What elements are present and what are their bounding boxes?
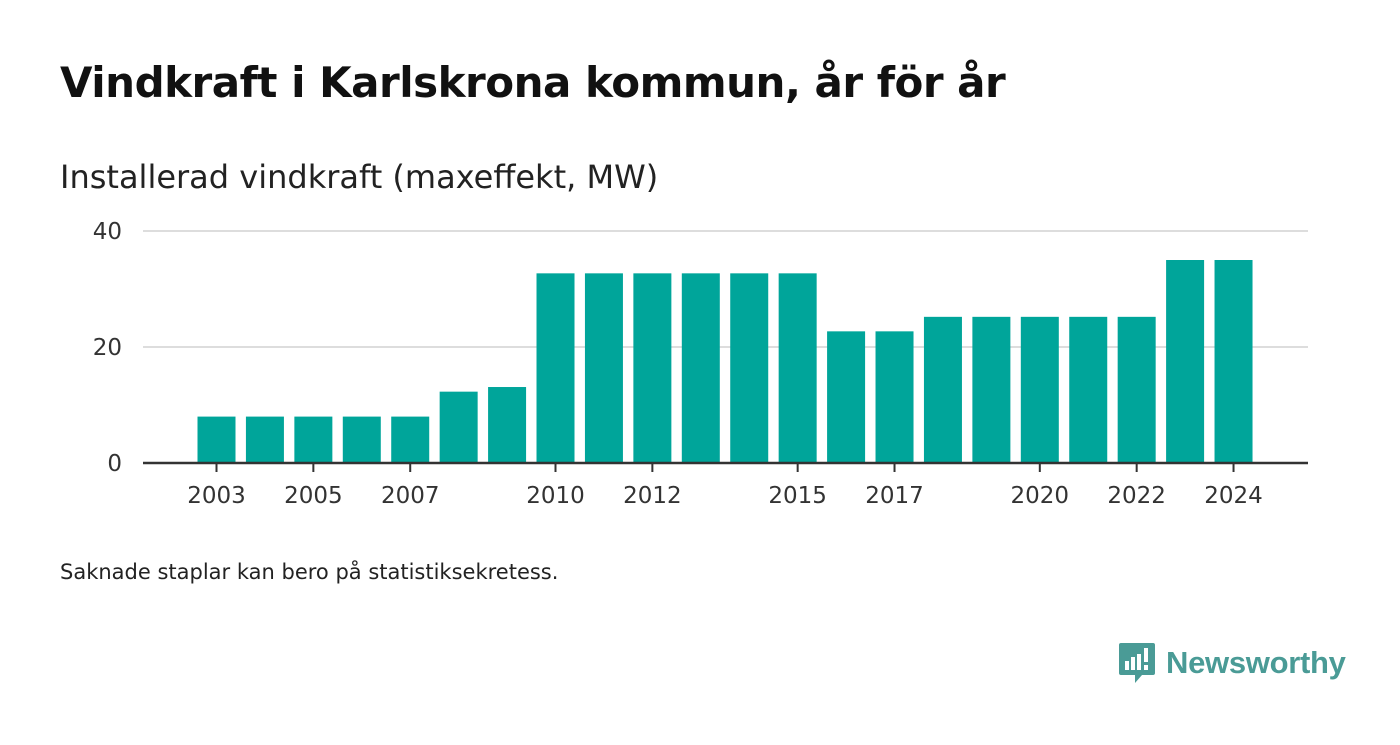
x-tick-label: 2024 [1204, 483, 1263, 509]
bar-2010 [536, 273, 575, 463]
x-tick-label: 2017 [865, 483, 924, 509]
bar-2018 [923, 316, 962, 463]
x-tick-label: 2015 [768, 483, 827, 509]
y-axis-ticks: 0 20 40 [93, 219, 122, 477]
bar-2005 [294, 416, 333, 463]
brand-name: Newsworthy [1166, 645, 1346, 680]
x-tick-label: 2007 [381, 483, 440, 509]
x-tick-label: 2012 [623, 483, 682, 509]
bar-2013 [681, 273, 720, 463]
bar-2021 [1069, 316, 1108, 463]
bars [197, 260, 1253, 463]
bar-2012 [633, 273, 672, 463]
bar-2008 [439, 391, 478, 463]
bar-2023 [1166, 260, 1205, 463]
x-tick-label: 2010 [526, 483, 585, 509]
bar-2004 [245, 416, 284, 463]
bar-2022 [1117, 316, 1156, 463]
bar-2024 [1214, 260, 1253, 463]
y-tick-label: 20 [93, 335, 122, 361]
bar-2009 [488, 387, 527, 463]
bar-2014 [730, 273, 769, 463]
gridlines [143, 230, 1308, 348]
x-tick-label: 2022 [1107, 483, 1166, 509]
bar-2017 [875, 331, 914, 463]
bar-2015 [778, 273, 817, 463]
x-tick-label: 2005 [284, 483, 343, 509]
brand-logo: Newsworthy [1118, 641, 1346, 685]
bar-2020 [1020, 316, 1059, 463]
x-tick-label: 2003 [187, 483, 246, 509]
newsworthy-logo-icon [1119, 643, 1155, 683]
bar-2019 [972, 316, 1011, 463]
bar-2007 [391, 416, 430, 463]
x-axis-ticks: 2003 2005 2007 2010 2012 2015 2017 2020 2022 2024 [187, 463, 1263, 509]
bar-2011 [584, 273, 623, 463]
chart-subtitle: Installerad vindkraft (maxeffekt, MW) [60, 158, 659, 196]
chart-title: Vindkraft i Karlskrona kommun, år för år [60, 58, 1006, 107]
bar-2006 [342, 416, 381, 463]
y-tick-label: 0 [107, 451, 122, 477]
y-tick-label: 40 [93, 219, 122, 245]
bar-2003 [197, 416, 236, 463]
bar-2016 [827, 331, 866, 463]
x-tick-label: 2020 [1011, 483, 1070, 509]
footnote: Saknade staplar kan bero på statistiksek… [60, 560, 559, 584]
